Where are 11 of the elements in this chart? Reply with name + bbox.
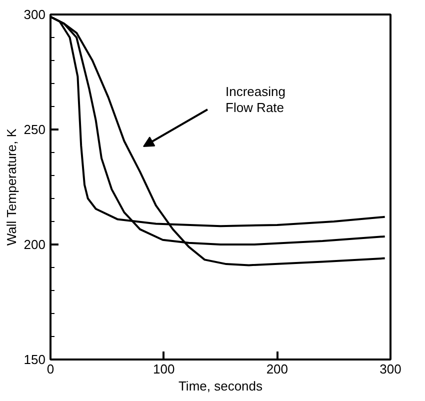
y-tick-label: 200 bbox=[24, 237, 46, 252]
x-axis-title: Time, seconds bbox=[178, 378, 264, 394]
y-tick-label: 250 bbox=[24, 122, 46, 137]
x-tick-label: 200 bbox=[266, 362, 288, 376]
y-tick-label: 150 bbox=[24, 352, 46, 367]
y-tick-label: 300 bbox=[24, 7, 46, 22]
x-tick-label: 100 bbox=[152, 362, 175, 376]
x-tick-label: 300 bbox=[380, 362, 402, 376]
x-tick-label: 0 bbox=[46, 362, 54, 376]
annotation: Increasing Flow Rate bbox=[226, 84, 286, 115]
y-axis-title: Wall Temperature, K bbox=[4, 128, 19, 246]
